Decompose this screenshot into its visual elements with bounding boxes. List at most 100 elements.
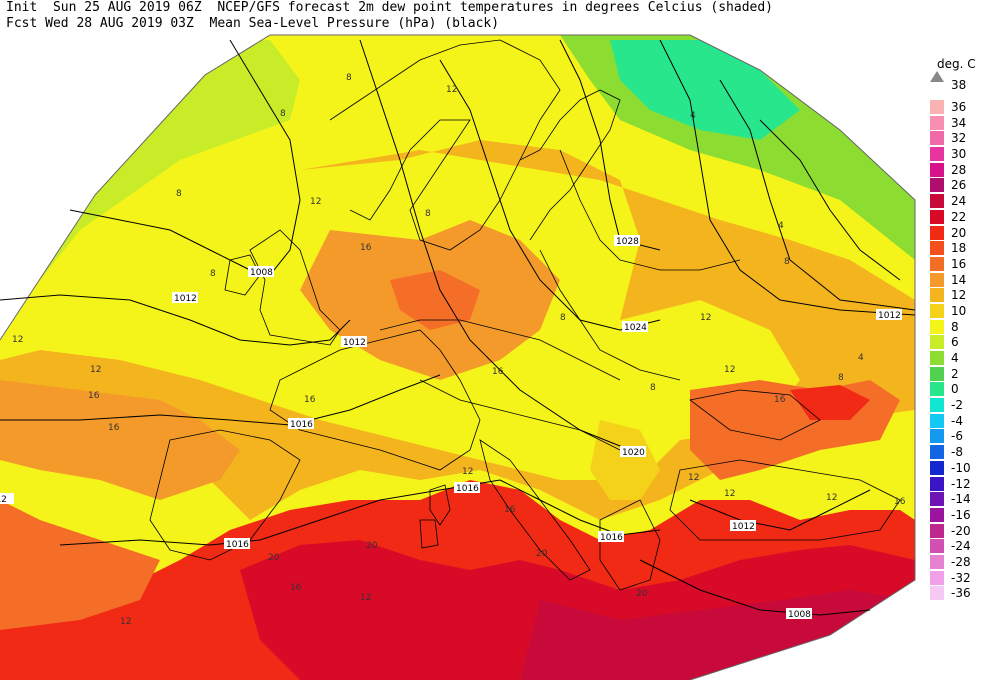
legend-swatch [930, 398, 944, 413]
map-header: Init Sun 25 AUG 2019 06Z NCEP/GFS foreca… [6, 0, 773, 32]
isobar-label: 1008 [788, 610, 811, 620]
forecast-line: Fcst Wed 28 AUG 2019 03Z Mean Sea-Level … [6, 16, 500, 31]
legend-swatch [930, 570, 944, 585]
coastlines-and-borders [149, 39, 901, 591]
isobar-label: 1016 [456, 484, 479, 494]
dewpoint-label: 12 [724, 489, 735, 499]
legend-swatch [930, 476, 944, 491]
dewpoint-label: 12 [724, 365, 735, 375]
dewpoint-label: 16 [304, 395, 316, 405]
legend-label: 16 [951, 256, 967, 271]
legend-swatch [930, 382, 944, 397]
isobar-label: 1028 [616, 237, 639, 247]
legend-label: 12 [951, 288, 967, 303]
isobar-label: 1020 [622, 448, 645, 458]
legend-label: 2 [951, 366, 959, 381]
legend-swatch [930, 413, 944, 428]
legend-swatch [930, 445, 944, 460]
legend-label: 14 [951, 272, 967, 287]
legend-swatch [930, 241, 944, 256]
legend-label: 22 [951, 209, 967, 224]
legend-label: -32 [951, 570, 971, 585]
dewpoint-label: 8 [176, 189, 182, 199]
dewpoint-labels: 8 8 8 8 8 12 12 12 12 12 12 12 12 12 12 … [12, 73, 906, 627]
legend-label: 8 [951, 319, 959, 334]
dewpoint-label: 8 [210, 269, 216, 279]
legend-label: 34 [951, 115, 967, 130]
legend-overflow-arrow-icon [930, 71, 944, 82]
dewpoint-label: 12 [120, 617, 131, 627]
legend-label: -12 [951, 476, 971, 491]
legend-label: -16 [951, 507, 971, 522]
legend-label: 24 [951, 194, 967, 209]
dewpoint-label: 12 [360, 593, 371, 603]
legend-label: 30 [951, 147, 967, 162]
legend-swatch [930, 303, 944, 318]
legend-top-label: 38 [951, 78, 967, 92]
legend-label: 32 [951, 131, 967, 146]
legend-swatch [930, 147, 944, 162]
legend-label: -4 [951, 413, 963, 428]
dewpoint-label: 12 [90, 365, 101, 375]
legend-label: 20 [951, 225, 967, 240]
dewpoint-label: 12 [700, 313, 711, 323]
legend-label: -36 [951, 586, 971, 601]
dewpoint-label: 16 [108, 423, 120, 433]
dewpoint-label: 12 [826, 493, 837, 503]
legend-label: 18 [951, 241, 967, 256]
legend-swatch [930, 100, 944, 114]
legend-swatch [930, 319, 944, 334]
dewpoint-label: 12 [310, 197, 321, 207]
dewpoint-label: 8 [560, 313, 566, 323]
legend-label: -20 [951, 523, 971, 538]
dewpoint-label: 8 [650, 383, 656, 393]
legend-label: 28 [951, 162, 967, 177]
legend-swatch [930, 131, 944, 146]
isobar-label: 1012 [174, 294, 197, 304]
dewpoint-label: 4 [858, 353, 864, 363]
dewpoint-label: 20 [636, 589, 648, 599]
dewpoint-label: 20 [536, 549, 548, 559]
isobar-labels: 1008 1012 1012 1016 1016 1016 1016 1020 … [0, 235, 902, 620]
dewpoint-label: 16 [360, 243, 372, 253]
legend-swatch [930, 351, 944, 365]
dewpoint-label: 16 [894, 497, 906, 507]
legend-label: -10 [951, 460, 971, 475]
init-line: Init Sun 25 AUG 2019 06Z NCEP/GFS foreca… [6, 0, 774, 15]
legend-swatch [930, 335, 944, 350]
isobar-label: 1016 [600, 533, 623, 543]
legend-label: -28 [951, 554, 971, 569]
dewpoint-label: 8 [784, 257, 790, 267]
dewpoint-label: 8 [838, 373, 844, 383]
dewpoint-label: 16 [290, 583, 302, 593]
dewpoint-label: 8 [425, 209, 431, 219]
legend-swatch [930, 492, 944, 507]
dewpoint-label: 12 [12, 335, 23, 345]
legend-label: -8 [951, 445, 963, 460]
isobar-label: 1012 [732, 522, 755, 532]
legend-swatch [930, 429, 944, 444]
legend-swatch [930, 507, 944, 522]
dewpoint-label: 4 [690, 111, 696, 121]
dewpoint-label: 16 [774, 395, 786, 405]
legend-swatch [930, 523, 944, 538]
isobar-label: 1012 [0, 495, 7, 505]
isobar-label: 1008 [250, 268, 273, 278]
legend-label: 26 [951, 178, 967, 193]
legend-swatch [930, 162, 944, 177]
dewpoint-label: 12 [446, 85, 457, 95]
legend-label: -14 [951, 492, 971, 507]
legend-label: -24 [951, 539, 971, 554]
legend-swatch [930, 554, 944, 569]
legend-swatch [930, 178, 944, 193]
dewpoint-label: 12 [462, 467, 473, 477]
legend-swatch [930, 225, 944, 240]
legend-swatch [930, 460, 944, 475]
isobar-label: 1016 [226, 540, 249, 550]
dewpoint-label: 20 [268, 553, 280, 563]
legend-swatch [930, 539, 944, 554]
isobar-label: 1016 [290, 420, 313, 430]
legend-swatch [930, 209, 944, 224]
legend-label: -2 [951, 398, 963, 413]
